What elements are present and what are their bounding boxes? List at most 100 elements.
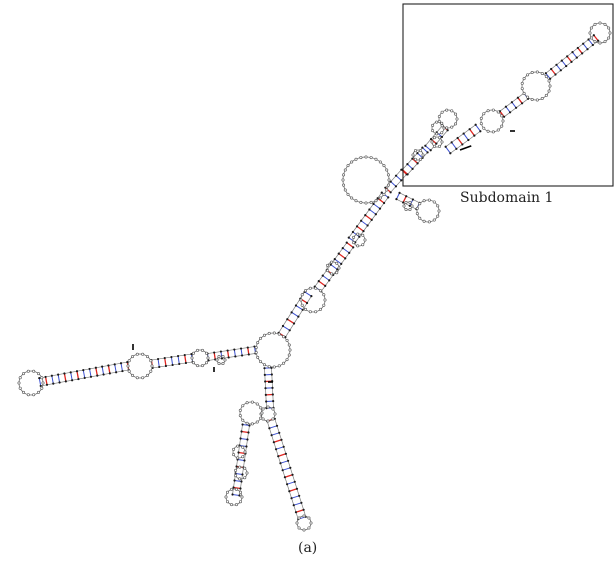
base-pair [240,348,243,356]
nucleotide [603,22,607,26]
nucleotide [149,369,153,373]
nucleotide [342,173,346,177]
nucleotide [535,98,539,102]
base-pair [57,374,61,383]
nucleotide [342,183,346,187]
nucleotide [234,468,238,472]
nucleotide [200,348,204,352]
nucleotide [282,335,286,339]
marker-tick [459,145,472,151]
base-pair [402,195,407,203]
base-pair [411,158,419,164]
nucleotide [119,362,123,365]
nucleotide [326,269,330,273]
nucleotide [286,459,290,462]
nucleotide [431,123,435,127]
nucleotide [437,209,441,213]
nucleotide [418,149,422,153]
nucleotide [450,141,453,144]
nucleotide [113,363,116,366]
base-pair [342,247,350,254]
nucleotide [277,364,281,368]
nucleotide [402,204,406,208]
loop [299,286,327,314]
nucleotide [589,36,593,40]
nucleotide [75,370,79,373]
base-pair [588,39,594,46]
nucleotide [351,230,354,234]
nucleotide [376,197,379,200]
nucleotide [386,173,390,177]
nucleotide [440,124,444,128]
nucleotide [521,102,524,105]
nucleotide [444,145,447,148]
base-pair [157,358,160,368]
nucleotide [190,352,193,356]
nucleotide [230,503,234,507]
nucleotide [486,109,490,113]
base-pair [114,364,117,373]
nucleotide [526,95,530,99]
nucleotide [520,87,524,91]
nucleotide [402,201,405,204]
nucleotide [607,36,611,40]
base-pair [76,371,80,380]
nucleotide [190,356,194,360]
nucleotide [272,441,275,444]
loop [437,108,459,130]
base-pair [291,495,300,499]
nucleotide [255,420,259,424]
nucleotide [256,355,260,359]
nucleotide [308,310,312,314]
base-pair [338,253,346,259]
nucleotide [335,261,339,265]
strand [390,174,407,193]
base-pair [561,60,567,67]
nucleotide [350,196,354,200]
nucleotide [413,157,417,161]
nucleotide [163,356,166,360]
nucleotide [548,84,552,88]
base-pair [318,280,326,287]
nucleotide [581,52,584,55]
nucleotide [295,521,299,525]
nucleotide [277,332,281,336]
base-pair [334,258,342,265]
base-pair [511,101,517,109]
nucleotide [374,213,377,216]
nucleotide [356,244,360,248]
nucleotide [355,225,359,228]
nucleotide [300,303,304,307]
nucleotide [593,40,597,44]
nucleotide [385,168,389,172]
nucleotide [346,164,350,168]
nucleotide [261,407,265,411]
base-pair [247,347,250,355]
nucleotide [108,372,111,375]
nucleotide [540,97,544,101]
nucleotide [421,153,425,157]
figure-caption: (a) [298,540,318,556]
nucleotide [41,381,45,385]
nucleotide [150,364,154,368]
nucleotide [486,129,490,133]
nucleotide [32,393,36,397]
nucleotide [221,355,225,359]
nucleotide [430,140,434,144]
nucleotide [496,110,500,114]
strand [549,40,599,80]
base-pair [545,72,551,80]
nucleotide [382,192,386,196]
strand [445,124,476,148]
loop [224,487,244,507]
base-pair [38,377,42,387]
nucleotide [240,430,243,433]
nucleotide [141,376,145,380]
nucleotide [345,241,348,244]
nucleotide [278,431,281,434]
nucleotide [245,401,249,405]
nucleotide [40,376,44,380]
nucleotide [372,202,375,205]
nucleotide [326,263,330,267]
nucleotide [593,22,597,26]
